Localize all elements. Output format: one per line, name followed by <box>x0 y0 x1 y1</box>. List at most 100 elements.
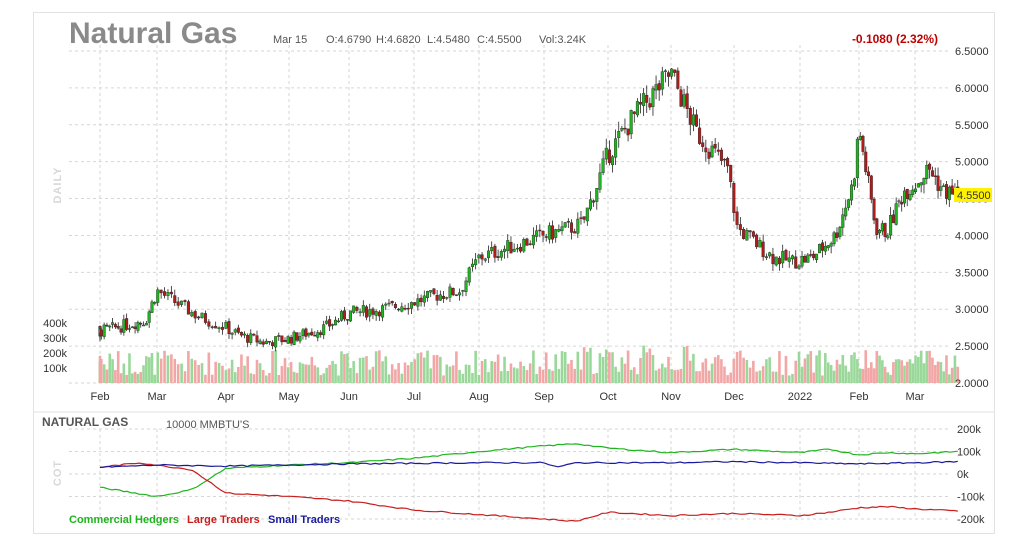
candle <box>869 174 873 204</box>
candle-body <box>626 128 630 136</box>
candle-body <box>755 234 759 248</box>
candle <box>515 243 519 253</box>
candle-body <box>719 149 723 161</box>
candle-body <box>758 240 762 248</box>
candle-body <box>377 311 381 317</box>
candle <box>585 207 589 226</box>
volume-bar <box>881 360 884 383</box>
candle <box>838 225 842 240</box>
volume-bar <box>604 349 608 383</box>
candle-body <box>280 335 284 343</box>
candle-body <box>525 238 529 246</box>
volume-bar <box>163 350 166 383</box>
cot-tick-label: -100k <box>957 492 985 504</box>
price-tick-label: 2.5000 <box>955 341 989 353</box>
volume-bar <box>544 352 548 383</box>
volume-bar <box>573 368 576 383</box>
volume-bar <box>953 355 957 383</box>
candle <box>486 245 490 263</box>
candle <box>803 254 807 263</box>
candle-body <box>623 127 627 130</box>
volume-bar <box>732 358 736 383</box>
candle <box>183 299 187 306</box>
volume-bar <box>742 357 745 383</box>
volume-bar <box>445 364 449 383</box>
candle-body <box>298 336 302 342</box>
candle-body <box>818 244 822 254</box>
candle-body <box>588 199 592 210</box>
candle <box>301 327 305 340</box>
candle <box>432 288 436 296</box>
candle-body <box>361 305 365 313</box>
candle-body <box>193 311 197 319</box>
volume-bar <box>729 372 733 383</box>
candle-body <box>328 319 332 327</box>
volume-bar <box>803 358 807 383</box>
candle-body <box>116 326 120 329</box>
month-tick-label: Jun <box>340 391 358 403</box>
candle-body <box>925 165 929 179</box>
volume-bar <box>570 360 573 383</box>
candle-body <box>381 305 385 318</box>
candle <box>732 180 736 222</box>
candle <box>384 302 388 311</box>
candle-body <box>454 294 458 296</box>
candle-body <box>461 290 465 292</box>
month-tick-label: May <box>279 391 300 403</box>
candle-body <box>432 288 436 295</box>
volume-bar <box>490 361 493 383</box>
volume-bar <box>761 366 765 383</box>
volume-bar <box>406 365 410 383</box>
candle <box>691 107 695 132</box>
candle-body <box>764 256 768 259</box>
candle <box>809 249 813 258</box>
quote-high: H:4.6820 <box>376 34 421 46</box>
candle-body <box>566 221 570 223</box>
candle <box>761 234 765 261</box>
volume-bar <box>931 357 934 383</box>
candle-body <box>150 301 154 313</box>
volume-bar <box>774 371 778 383</box>
volume-bar <box>611 352 614 383</box>
volume-bar <box>794 360 798 383</box>
volume-bar <box>745 359 749 383</box>
volume-bar <box>685 345 689 383</box>
candle <box>557 224 561 233</box>
candle-body <box>844 207 848 217</box>
candle-body <box>797 265 801 269</box>
candle-body <box>176 301 180 306</box>
volume-bar <box>200 363 204 383</box>
candle <box>883 222 887 242</box>
volume-bar <box>897 359 901 383</box>
candle <box>660 66 664 96</box>
candle-body <box>200 312 204 318</box>
candle-body <box>358 311 362 313</box>
volume-bar <box>869 362 873 383</box>
candle <box>722 158 726 168</box>
volume-tick-label: 200k <box>43 348 67 360</box>
candle-body <box>99 329 103 337</box>
volume-bar <box>800 366 804 383</box>
volume-bar <box>224 370 228 383</box>
candle-body <box>667 72 671 77</box>
cot-axis: 200k 100k 0k -100k -200k <box>957 424 985 526</box>
candle-body <box>933 175 937 178</box>
candle-body <box>541 230 545 236</box>
cot-grid <box>69 428 950 520</box>
volume-bar <box>461 373 465 383</box>
candle <box>611 155 615 173</box>
volume-bar <box>639 357 642 383</box>
month-tick-label: Dec <box>724 391 744 403</box>
volume-bar <box>554 354 558 383</box>
volume-bar <box>889 374 892 383</box>
volume-bar <box>765 359 768 383</box>
candle <box>933 167 937 185</box>
candle <box>298 332 302 344</box>
candle <box>345 318 349 325</box>
candle-body <box>125 318 129 330</box>
candle-body <box>614 138 618 158</box>
volume-bar <box>864 350 868 383</box>
candle-body <box>515 247 519 250</box>
candle-body <box>735 211 739 225</box>
candle-body <box>812 253 816 259</box>
